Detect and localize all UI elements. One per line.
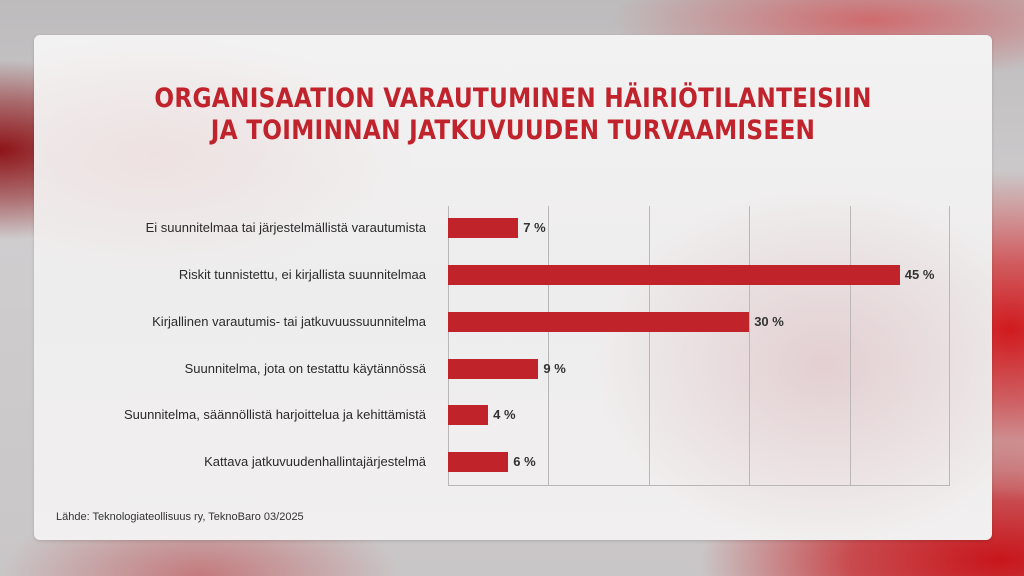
chart-title-line-1: ORGANISAATION VARAUTUMINEN HÄIRIÖTILANTE… <box>154 83 872 114</box>
bar-value-label: 45 % <box>904 267 935 282</box>
bar-row: 6 % <box>448 452 950 472</box>
bar-row: 9 % <box>448 359 950 379</box>
category-label: Riskit tunnistettu, ei kirjallista suunn… <box>178 267 426 282</box>
bar-value-label: 7 % <box>523 220 546 235</box>
bar-row: 45 % <box>448 265 950 285</box>
gridline <box>648 206 650 486</box>
bar <box>448 452 509 472</box>
bar-row: 4 % <box>448 405 950 425</box>
bar <box>448 265 900 285</box>
bar <box>448 312 750 332</box>
chart-title: ORGANISAATION VARAUTUMINEN HÄIRIÖTILANTE… <box>101 83 925 147</box>
gridline <box>849 206 851 486</box>
bar-value-label: 9 % <box>543 361 566 376</box>
bar-value-label: 6 % <box>513 454 536 469</box>
chart-title-line-2: JA TOIMINNAN JATKUVUUDEN TURVAAMISEEN <box>210 115 816 146</box>
chart-card: ORGANISAATION VARAUTUMINEN HÄIRIÖTILANTE… <box>34 35 992 540</box>
category-label: Ei suunnitelmaa tai järjestelmällistä va… <box>145 220 426 235</box>
category-label: Kattava jatkuvuudenhallintajärjestelmä <box>204 454 426 469</box>
bar <box>448 405 489 425</box>
x-axis-line <box>448 485 950 486</box>
bar <box>448 218 519 238</box>
gridline <box>548 206 550 486</box>
gridline <box>749 206 751 486</box>
gridline <box>448 206 449 486</box>
bar-value-label: 4 % <box>493 407 516 422</box>
bar <box>448 359 539 379</box>
bar-value-label: 30 % <box>754 314 784 329</box>
gridline <box>949 206 950 486</box>
bar-row: 30 % <box>448 312 950 332</box>
plot-area: 7 % 45 % 30 % 9 % 4 % 6 % <box>448 206 950 486</box>
source-note: Lähde: Teknologiateollisuus ry, TeknoBar… <box>56 511 304 523</box>
bar-row: 7 % <box>448 218 950 238</box>
category-label: Suunnitelma, säännöllistä harjoittelua j… <box>123 407 426 422</box>
category-label: Suunnitelma, jota on testattu käytännöss… <box>184 361 426 376</box>
category-label: Kirjallinen varautumis- tai jatkuvuussuu… <box>152 314 426 329</box>
